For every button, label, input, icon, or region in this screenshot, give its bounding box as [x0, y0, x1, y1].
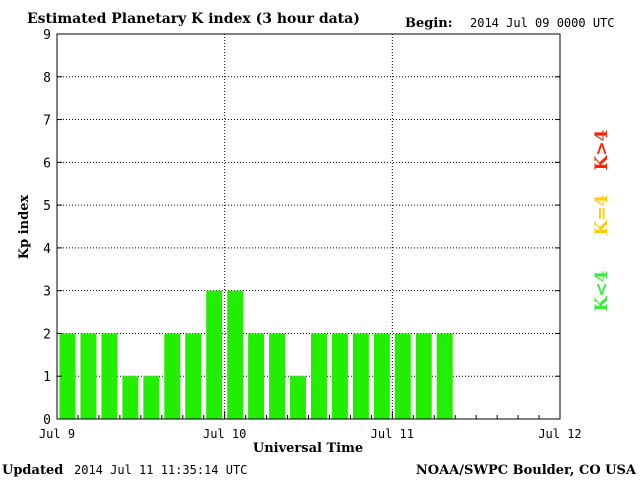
kp-bar: [122, 376, 139, 419]
kp-bar: [227, 290, 244, 419]
y-axis-label: Kp index: [17, 195, 32, 260]
kp-bar: [311, 333, 327, 419]
y-tick-label: 4: [43, 242, 51, 257]
updated-label: Updated: [2, 463, 63, 478]
kp-bar: [143, 376, 160, 419]
legend-k-greater-4: K>4: [592, 129, 612, 170]
y-axis-ticks: 0 1 2 3 4 5 6 7 8 9: [43, 28, 560, 428]
y-tick-label: 0: [43, 413, 51, 428]
begin-label: Begin:: [405, 16, 453, 31]
kp-bar: [436, 333, 453, 419]
y-tick-label: 9: [43, 28, 51, 43]
y-tick-label: 1: [43, 370, 51, 385]
y-tick-label: 3: [43, 285, 51, 300]
kp-bar: [373, 333, 390, 419]
kp-bar: [415, 333, 432, 419]
y-tick-label: 7: [43, 114, 51, 129]
begin-value: 2014 Jul 09 0000 UTC: [470, 16, 615, 30]
x-tick-label: Jul 10: [203, 427, 246, 441]
x-tick-label: Jul 9: [39, 427, 75, 441]
legend-k-less-4: K<4: [592, 270, 612, 311]
kp-bar: [164, 333, 181, 419]
plot-frame: [56, 33, 561, 420]
kp-bar: [290, 376, 306, 419]
grid-lines: [57, 34, 560, 419]
legend-k-equal-4: K=4: [592, 194, 612, 235]
kp-bar: [80, 333, 97, 419]
kp-bar: [206, 290, 223, 419]
source-credit: NOAA/SWPC Boulder, CO USA: [416, 463, 637, 478]
y-tick-label: 8: [43, 71, 51, 86]
kp-bar: [59, 333, 76, 419]
kp-bar: [269, 333, 286, 419]
kp-bar: [185, 333, 202, 419]
y-tick-label: 6: [43, 156, 51, 171]
x-tick-label: Jul 11: [371, 427, 414, 441]
kp-bar: [248, 333, 265, 419]
x-axis-label: Universal Time: [253, 441, 363, 456]
chart-title: Estimated Planetary K index (3 hour data…: [27, 11, 360, 27]
bar-series: [59, 290, 453, 419]
kp-bar: [352, 333, 369, 419]
x-tick-label: Jul 12: [538, 427, 581, 441]
kp-bar: [331, 333, 348, 419]
y-tick-label: 5: [43, 199, 51, 214]
kp-bar: [101, 333, 118, 419]
updated-value: 2014 Jul 11 11:35:14 UTC: [74, 463, 247, 477]
y-tick-label: 2: [43, 327, 51, 342]
kp-bar: [394, 333, 411, 419]
x-axis-ticks: Jul 9 Jul 10 Jul 11 Jul 12: [39, 411, 582, 441]
